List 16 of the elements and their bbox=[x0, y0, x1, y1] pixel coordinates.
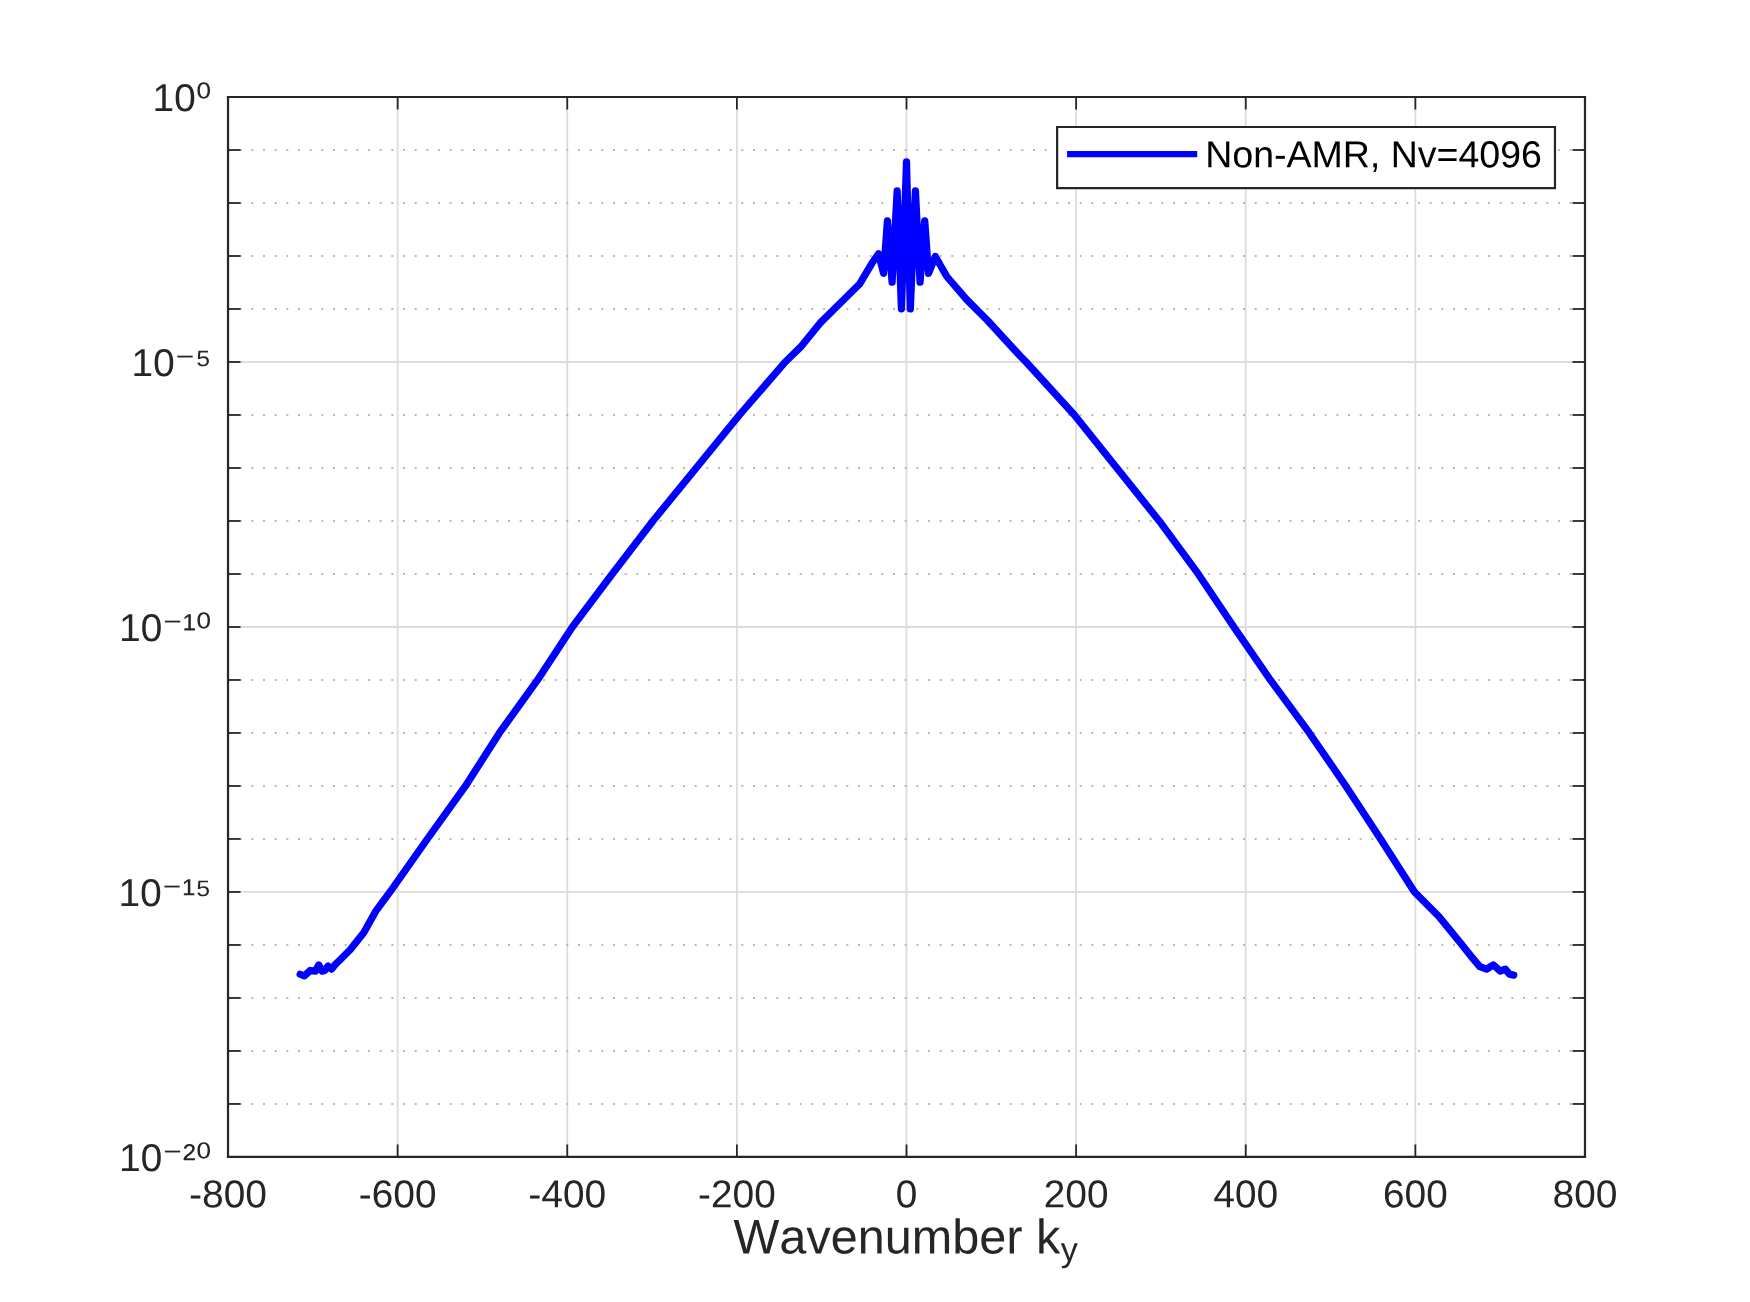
y-tick-label: 10⁻¹⁵ bbox=[121, 878, 209, 907]
x-tick-label: 0 bbox=[897, 1180, 916, 1208]
x-tick-label: -600 bbox=[360, 1180, 436, 1208]
x-tick-label: 400 bbox=[1214, 1180, 1277, 1208]
legend-label: Non-AMR, Nv=4096 bbox=[1208, 141, 1541, 173]
y-tick-label: 10⁻⁵ bbox=[134, 348, 209, 377]
x-tick-label: -800 bbox=[190, 1180, 266, 1208]
x-tick-label: 800 bbox=[1554, 1180, 1616, 1208]
x-tick-label: -400 bbox=[530, 1180, 605, 1208]
y-tick-label: 10⁻²⁰ bbox=[122, 1142, 211, 1172]
x-axis-title: Wavenumber k$_{y}$ bbox=[733, 1218, 1078, 1269]
x-tick-label: 600 bbox=[1384, 1180, 1447, 1208]
x-tick-label: -200 bbox=[699, 1180, 775, 1208]
y-tick-label: 10⁰ bbox=[155, 82, 211, 112]
y-tick-label: 10⁻¹⁰ bbox=[122, 612, 211, 642]
x-tick-label: 200 bbox=[1045, 1180, 1108, 1208]
